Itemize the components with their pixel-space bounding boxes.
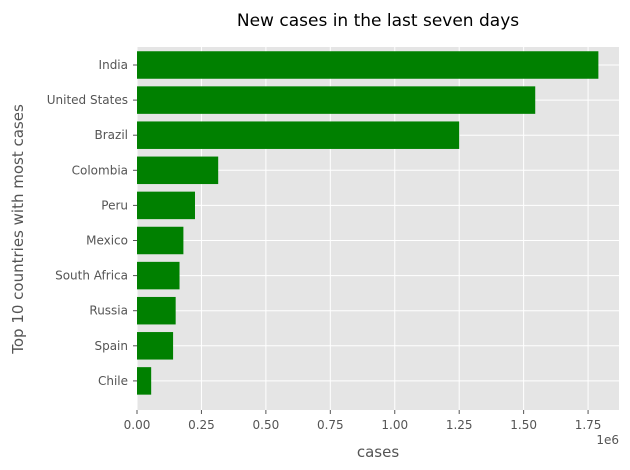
bar-india — [137, 51, 599, 79]
bar-brazil — [137, 121, 460, 149]
y-axis-label: Top 10 countries with most cases — [9, 104, 27, 355]
bar-russia — [137, 296, 176, 325]
x-tick-label: 1.25 — [446, 418, 473, 432]
x-tick-label: 1.50 — [510, 418, 537, 432]
x-tick-label: 0.00 — [124, 418, 151, 432]
x-scale-multiplier: 1e6 — [596, 433, 619, 447]
y-tick-label: Brazil — [95, 128, 129, 142]
x-tick-label: 1.00 — [381, 418, 408, 432]
bar-mexico — [137, 226, 184, 255]
y-tick-label: Peru — [101, 198, 128, 212]
x-tick-label: 0.75 — [317, 418, 344, 432]
x-tick-label: 0.25 — [188, 418, 215, 432]
y-tick-labels: India United States Brazil Colombia Peru Mexi… — [47, 58, 137, 388]
x-tick-label: 1.75 — [575, 418, 602, 432]
y-tick-label: Colombia — [72, 163, 128, 177]
chart-title: New cases in the last seven days — [237, 11, 519, 31]
y-tick-label: Mexico — [86, 234, 128, 248]
y-tick-label: United States — [47, 93, 128, 107]
y-tick-label: South Africa — [55, 269, 128, 283]
x-axis-label: cases — [357, 443, 399, 461]
bars — [137, 51, 599, 395]
bar-chile — [137, 367, 152, 395]
bar-spain — [137, 332, 174, 360]
bar-colombia — [137, 156, 219, 185]
y-tick-label: India — [99, 58, 128, 72]
bar-peru — [137, 191, 195, 220]
y-tick-label: Spain — [94, 339, 128, 353]
x-tick-label: 0.50 — [253, 418, 280, 432]
bar-united-states — [137, 86, 536, 114]
bar-south-africa — [137, 261, 180, 290]
x-tick-labels: 0.00 0.25 0.50 0.75 1.00 1.25 1.50 1.75 — [124, 410, 602, 432]
y-tick-label: Russia — [89, 304, 128, 318]
y-tick-label: Chile — [98, 374, 128, 388]
